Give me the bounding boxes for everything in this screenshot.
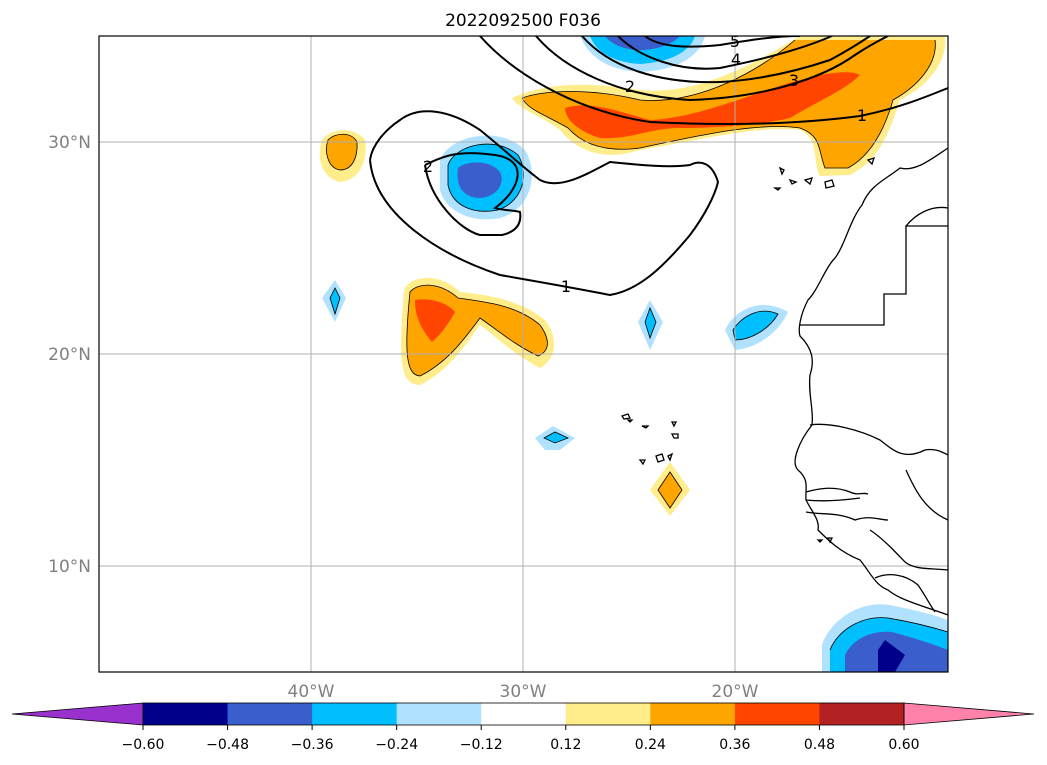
colorbar-tick-label: 0.60 xyxy=(888,737,919,753)
island-capeverde-6 xyxy=(638,459,647,466)
island-capeverde-7 xyxy=(655,453,665,463)
lon-label-20w: 20°W xyxy=(712,682,759,702)
outline-southeast xyxy=(829,617,948,651)
lon-label-30w: 30°W xyxy=(500,682,547,702)
outline-blob xyxy=(326,133,358,171)
colorbar-swatch xyxy=(312,703,398,725)
contour-2-loop xyxy=(424,152,522,236)
outline-capeverde xyxy=(657,471,683,509)
guinea-border xyxy=(869,529,948,571)
island-capeverde-2 xyxy=(626,419,634,423)
contour-5 xyxy=(644,36,801,48)
colorbar: −0.60 −0.48 −0.36 −0.24 −0.12 0.12 0.24 0.36 0.4… xyxy=(11,702,1035,753)
lat-label-20n: 20°N xyxy=(48,345,91,365)
contour-label-3: 3 xyxy=(789,71,799,90)
sierra-leone-border xyxy=(874,574,936,613)
lon-label-40w: 40°W xyxy=(288,682,335,702)
positive-anomaly-south-max xyxy=(415,299,455,342)
colorbar-tick-label: 0.48 xyxy=(804,737,835,753)
contour-3 xyxy=(581,36,871,84)
gambia-border xyxy=(805,487,869,502)
western-sahara-border xyxy=(800,225,948,326)
morocco-border xyxy=(905,206,948,227)
negative-anomaly-southeast-max xyxy=(878,640,905,672)
colorbar-swatch xyxy=(650,703,736,725)
island-capeverde-5 xyxy=(670,433,679,439)
colorbar-tick-label: −0.36 xyxy=(291,737,334,753)
outline-small-1 xyxy=(329,287,341,316)
lat-labels: 30°N 20°N 10°N xyxy=(48,133,91,577)
colorbar-frame xyxy=(142,702,905,726)
island-capeverde-8 xyxy=(667,452,674,462)
colorbar-tick-label: −0.12 xyxy=(460,737,503,753)
colorbar-tick-label: −0.24 xyxy=(375,737,418,753)
island-bijagos-1 xyxy=(816,539,824,543)
map-area: 5 4 3 2 2 1 1 xyxy=(99,32,948,672)
contour-4 xyxy=(617,36,833,70)
contour-labels: 5 4 3 2 2 1 1 xyxy=(423,32,867,296)
lon-labels: 40°W 30°W 20°W xyxy=(288,682,759,702)
island-capeverde-4 xyxy=(670,421,678,428)
africa-coast xyxy=(794,147,948,616)
island-canary-1 xyxy=(824,179,835,189)
contour-label-4: 4 xyxy=(731,50,741,69)
contour-label-1-north: 1 xyxy=(857,106,867,125)
colorbar-extend-low xyxy=(11,702,144,726)
guinea-bissau-border xyxy=(805,511,889,521)
colorbar-swatch xyxy=(819,703,905,725)
contour-1-loop xyxy=(369,110,720,297)
positive-anomaly-band-max xyxy=(565,72,860,139)
coastlines xyxy=(620,147,948,616)
lat-label-30n: 30°N xyxy=(48,133,91,153)
colorbar-swatch xyxy=(481,703,567,725)
shading-outlines xyxy=(326,39,948,651)
map-frame xyxy=(98,35,949,673)
island-canary-3 xyxy=(788,178,798,185)
colorbar-tick-label: 0.12 xyxy=(550,737,581,753)
island-lanzarote xyxy=(866,156,876,166)
contour-2 xyxy=(535,36,889,102)
mali-border xyxy=(905,469,948,521)
contours xyxy=(369,36,948,297)
island-canary-5 xyxy=(778,166,785,176)
colorbar-swatch xyxy=(227,703,313,725)
island-bijagos-2 xyxy=(826,537,834,544)
negative-anomaly-top-max xyxy=(605,36,680,50)
gridlines xyxy=(99,36,948,672)
island-canary-2 xyxy=(803,177,814,186)
contour-label-1: 1 xyxy=(561,277,571,296)
island-capeverde-3 xyxy=(641,425,650,429)
colorbar-tick-label: 0.36 xyxy=(719,737,750,753)
colorbar-swatch xyxy=(565,703,651,725)
outline-small-2 xyxy=(644,306,657,340)
negative-anomaly-small-1-core xyxy=(330,288,340,314)
outline-small-3 xyxy=(732,310,779,341)
colorbar-swatch xyxy=(143,703,229,725)
contour-label-5: 5 xyxy=(730,32,740,51)
island-capeverde-1 xyxy=(620,413,631,420)
senegal-border xyxy=(809,423,948,456)
island-canary-4 xyxy=(772,187,782,191)
colorbar-tick-label: 0.24 xyxy=(635,737,666,753)
colorbar-extend-high xyxy=(903,702,1035,726)
contour-label-2-loop: 2 xyxy=(423,157,433,176)
colorbar-tick-label: −0.48 xyxy=(206,737,249,753)
positive-anomaly-blob-core xyxy=(326,134,358,170)
negative-anomaly-blob-max xyxy=(457,162,502,198)
outline-blue-blob xyxy=(447,143,524,212)
colorbar-swatch xyxy=(396,703,482,725)
colorbar-swatch xyxy=(734,703,820,725)
colorbar-tick-label: −0.60 xyxy=(122,737,165,753)
contour-1-north xyxy=(479,36,948,125)
map-title: 2022092500 F036 xyxy=(445,11,601,31)
contour-label-2: 2 xyxy=(625,77,635,96)
outline-small-4 xyxy=(543,431,570,444)
outline-band xyxy=(521,39,936,169)
lat-label-10n: 10°N xyxy=(48,557,91,577)
